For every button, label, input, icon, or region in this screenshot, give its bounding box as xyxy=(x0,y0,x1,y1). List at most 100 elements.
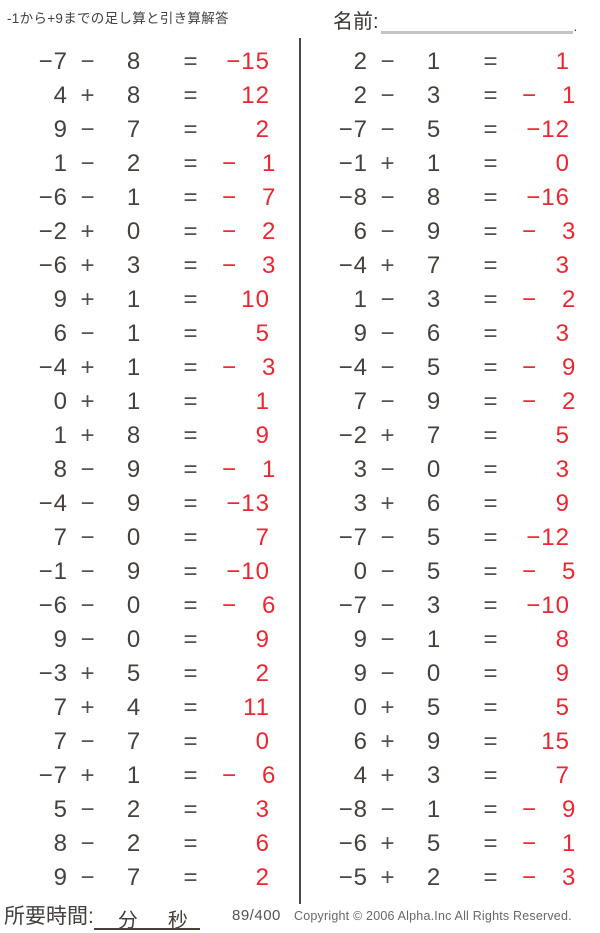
equals-sign: = xyxy=(183,48,199,75)
operand-1: 6 xyxy=(353,218,368,245)
operator-sign: + xyxy=(80,218,96,245)
operator-sign: + xyxy=(380,694,396,721)
answer-value: 2 xyxy=(255,660,270,687)
problem-row: 0 − 5 = − 5 xyxy=(330,555,576,589)
equals-sign: = xyxy=(483,48,499,75)
operator-sign: + xyxy=(380,422,396,449)
equals-sign: = xyxy=(183,388,199,415)
operand-2: 7 xyxy=(126,116,142,143)
equals-sign: = xyxy=(483,694,499,721)
equals-sign: = xyxy=(483,796,499,823)
answer-value: 10 xyxy=(241,286,270,313)
operand-2: 1 xyxy=(126,354,142,381)
answer-value: 3 xyxy=(555,456,570,483)
operator-sign: − xyxy=(380,184,396,211)
answer-value: 2 xyxy=(255,864,270,891)
problem-row: 4 + 8 = 12 xyxy=(30,79,270,113)
answer-value: − 3 xyxy=(222,354,277,381)
operator-sign: + xyxy=(380,762,396,789)
equals-sign: = xyxy=(483,150,499,177)
equals-sign: = xyxy=(483,388,499,415)
equals-sign: = xyxy=(183,150,199,177)
equals-sign: = xyxy=(183,592,199,619)
equals-sign: = xyxy=(183,116,199,143)
operand-1: −1 xyxy=(338,150,368,177)
problem-row: 2 − 3 = − 1 xyxy=(330,79,576,113)
answer-value: − 6 xyxy=(222,592,277,619)
operand-2: 0 xyxy=(426,456,442,483)
answer-value: 3 xyxy=(255,796,270,823)
operand-1: 7 xyxy=(353,388,368,415)
operand-2: 1 xyxy=(126,388,142,415)
equals-sign: = xyxy=(483,490,499,517)
operand-2: 9 xyxy=(426,218,442,245)
operand-2: 5 xyxy=(426,830,442,857)
problems-column-left: −7 − 8 = −15 4 + 8 = 12 9 − 7 = 2 xyxy=(30,45,277,895)
equals-sign: = xyxy=(183,694,199,721)
operand-1: −6 xyxy=(38,184,68,211)
operand-1: 9 xyxy=(53,864,68,891)
operand-1: −7 xyxy=(38,762,68,789)
answer-value: 1 xyxy=(555,48,570,75)
operand-2: 1 xyxy=(426,796,442,823)
problem-row: 1 − 3 = − 2 xyxy=(330,283,576,317)
operand-2: 6 xyxy=(426,320,442,347)
operator-sign: + xyxy=(80,388,96,415)
answer-value: −10 xyxy=(226,558,270,585)
operator-sign: − xyxy=(380,456,396,483)
equals-sign: = xyxy=(483,830,499,857)
operand-2: 1 xyxy=(126,184,142,211)
operator-sign: − xyxy=(80,116,96,143)
problem-row: −4 + 1 = − 3 xyxy=(30,351,277,385)
equals-sign: = xyxy=(483,524,499,551)
page-title: -1から+9までの足し算と引き算解答 xyxy=(7,11,229,26)
page-number: 89/400 xyxy=(232,907,281,924)
operand-2: 3 xyxy=(426,762,442,789)
equals-sign: = xyxy=(183,490,199,517)
operand-1: 4 xyxy=(353,762,368,789)
operator-sign: − xyxy=(380,354,396,381)
operand-2: 1 xyxy=(426,150,442,177)
operand-2: 8 xyxy=(126,48,142,75)
operand-2: 5 xyxy=(126,660,142,687)
operator-sign: − xyxy=(80,150,96,177)
operand-1: −5 xyxy=(338,864,368,891)
answer-value: 0 xyxy=(555,150,570,177)
operand-2: 0 xyxy=(126,626,142,653)
operator-sign: − xyxy=(80,320,96,347)
operator-sign: − xyxy=(80,592,96,619)
answer-value: 9 xyxy=(255,626,270,653)
operator-sign: − xyxy=(380,592,396,619)
equals-sign: = xyxy=(483,184,499,211)
time-required-label: 所要時間: xyxy=(4,905,94,928)
operand-2: 1 xyxy=(426,626,442,653)
problem-row: 8 − 9 = − 1 xyxy=(30,453,276,487)
equals-sign: = xyxy=(183,286,199,313)
answer-value: 2 xyxy=(255,116,270,143)
problem-row: 9 − 7 = 2 xyxy=(30,861,270,895)
answer-value: − 2 xyxy=(522,388,577,415)
operator-sign: − xyxy=(80,456,96,483)
operand-1: −7 xyxy=(38,48,68,75)
problem-row: −4 − 9 = −13 xyxy=(30,487,270,521)
operand-2: 0 xyxy=(126,524,142,551)
problem-row: −5 + 2 = − 3 xyxy=(330,861,576,895)
operand-1: 1 xyxy=(353,286,368,313)
operand-2: 2 xyxy=(126,830,142,857)
operator-sign: − xyxy=(380,286,396,313)
answer-value: 7 xyxy=(555,762,570,789)
problem-row: −6 + 5 = − 1 xyxy=(330,827,576,861)
operand-1: 6 xyxy=(53,320,68,347)
answer-value: 5 xyxy=(555,694,570,721)
answer-value: 5 xyxy=(555,422,570,449)
equals-sign: = xyxy=(483,626,499,653)
answer-value: 7 xyxy=(255,524,270,551)
problem-row: −6 − 0 = − 6 xyxy=(30,589,277,623)
operand-2: 8 xyxy=(126,82,142,109)
problem-row: 6 + 9 = 15 xyxy=(330,725,570,759)
equals-sign: = xyxy=(183,830,199,857)
operator-sign: + xyxy=(80,82,96,109)
operand-1: 9 xyxy=(353,660,368,687)
equals-sign: = xyxy=(483,422,499,449)
problem-row: −6 − 1 = − 7 xyxy=(30,181,276,215)
